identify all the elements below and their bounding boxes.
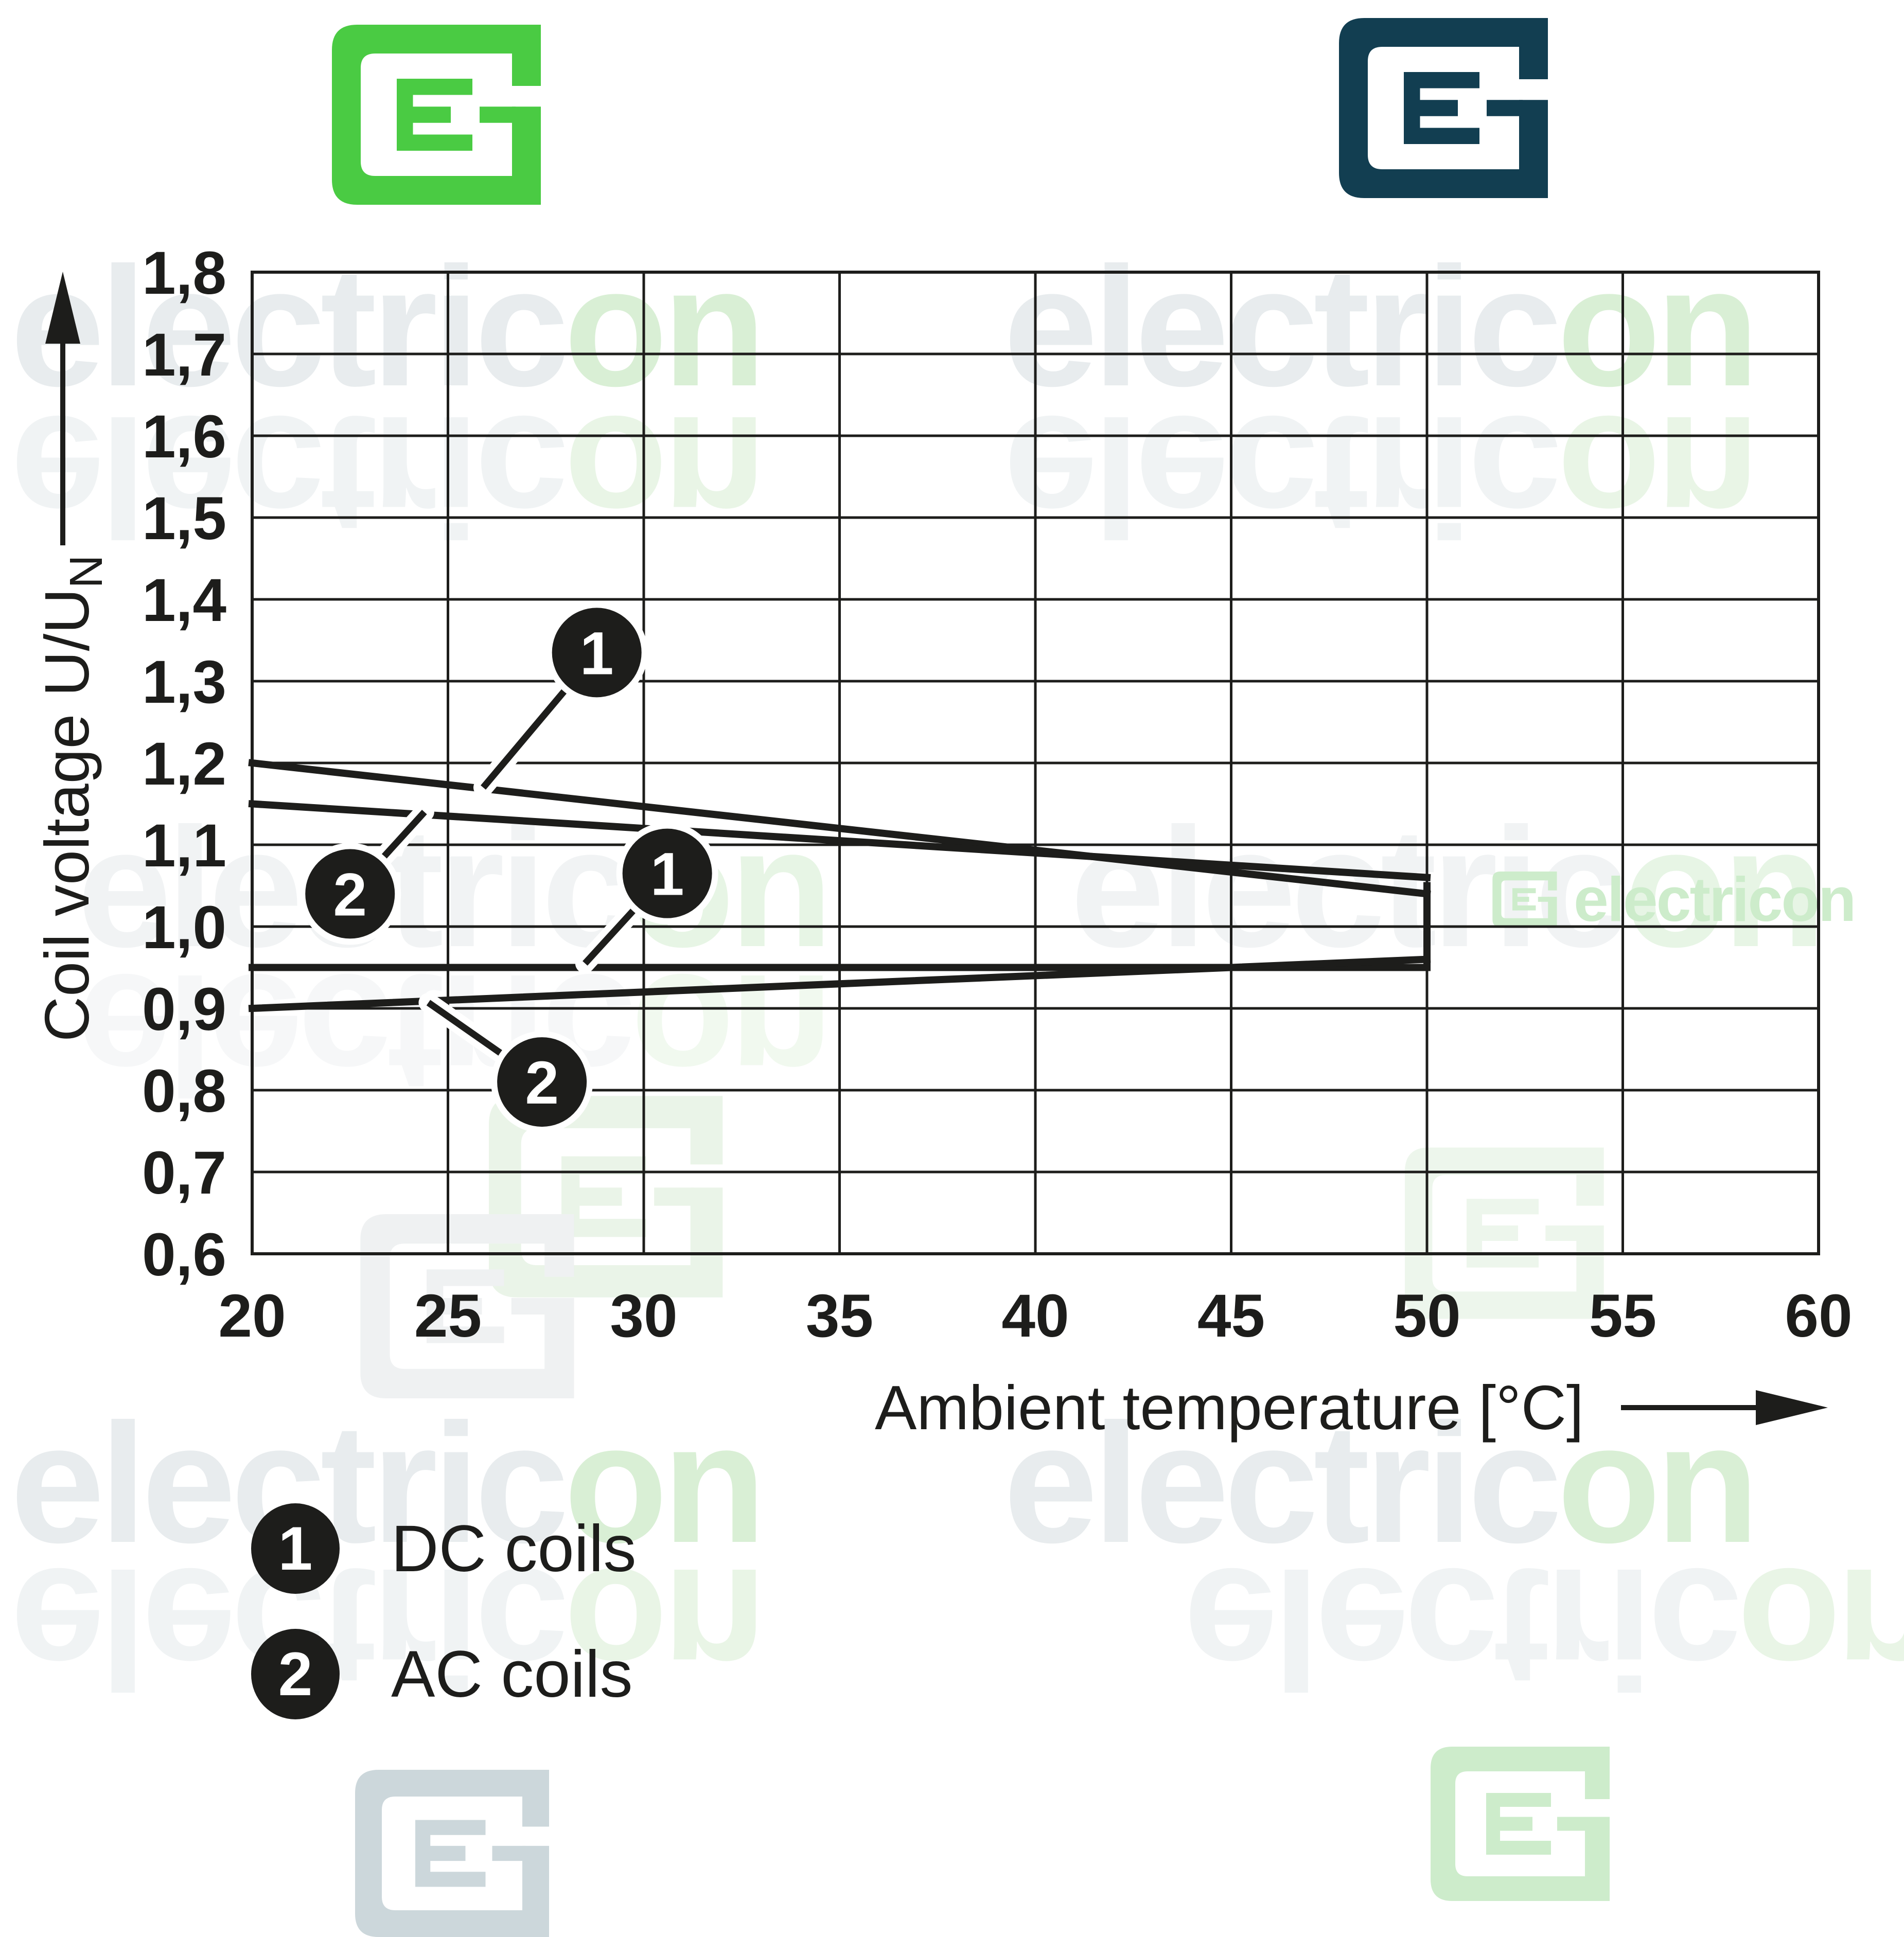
legend: 1 DC coils 2 AC coils [251, 1503, 637, 1719]
curve-ac-upper [248, 800, 1431, 882]
x-tick-label: 45 [1197, 1282, 1265, 1350]
x-tick-label: 40 [1001, 1282, 1069, 1350]
callout-curve-1: 1 [575, 822, 718, 973]
callout-bubble-number: 1 [650, 841, 684, 909]
y-tick-label: 1,4 [142, 566, 226, 634]
y-tick-label: 1,6 [142, 403, 226, 471]
legend-item-ac-coils: 2 AC coils [251, 1629, 637, 1719]
grid [251, 271, 1820, 1255]
y-tick-label: 1,1 [142, 812, 226, 880]
callout-curve-2: 2 [299, 802, 434, 945]
axis-tick-labels: 20 25 30 35 40 45 50 55 60 1,8 1,7 1,6 1,5 1,4 1,3 1,2 1… [142, 239, 1853, 1350]
legend-marker-1: 1 [251, 1503, 340, 1594]
watermark-text: electricon [10, 1388, 766, 1578]
y-tick-label: 1,3 [142, 648, 226, 716]
x-tick-label: 50 [1393, 1282, 1460, 1350]
y-tick-label: 0,9 [142, 975, 226, 1043]
curve-callouts: 1 2 1 2 [299, 601, 718, 1133]
y-tick-label: 1,8 [142, 239, 226, 307]
callout-bubble-number: 2 [333, 861, 367, 929]
callout-bubble [622, 828, 712, 918]
x-tick-label: 60 [1785, 1282, 1852, 1350]
legend-marker-2: 2 [251, 1629, 340, 1719]
watermark-text: electricon [1003, 1388, 1759, 1578]
curve-dc-upper [248, 759, 1431, 898]
callout-bubble [497, 1037, 587, 1127]
x-tick-label: 35 [806, 1282, 873, 1350]
y-axis: Coil voltage U/UN [32, 272, 112, 1042]
curve-ac-lower [248, 955, 1431, 1012]
y-tick-label: 1,5 [142, 485, 226, 553]
y-tick-label: 0,8 [142, 1057, 226, 1125]
y-tick-label: 1,2 [142, 730, 226, 798]
y-tick-label: 1,0 [142, 894, 226, 962]
y-tick-label: 0,7 [142, 1139, 226, 1207]
x-axis-arrow-head [1756, 1390, 1828, 1425]
x-tick-label: 30 [610, 1282, 677, 1350]
callout-curve-1: 1 [473, 601, 648, 797]
x-tick-label: 25 [414, 1282, 482, 1350]
x-axis: Ambient temperature [°C] [875, 1373, 1828, 1443]
callout-bubble [552, 608, 642, 698]
y-tick-label: 1,7 [142, 321, 226, 389]
x-tick-label: 55 [1589, 1282, 1656, 1350]
y-axis-arrow-head [45, 272, 80, 344]
x-tick-label: 20 [218, 1282, 286, 1350]
x-axis-title: Ambient temperature [°C] [875, 1373, 1584, 1443]
curves [248, 759, 1431, 1012]
y-tick-label: 0,6 [142, 1221, 226, 1289]
callout-curve-2: 2 [418, 992, 593, 1133]
watermark-text: electricon [1003, 232, 1759, 421]
callout-bubble [305, 849, 395, 939]
callout-bubble-number: 1 [580, 619, 614, 687]
legend-item-dc-coils: 1 DC coils [251, 1503, 637, 1594]
legend-label: DC coils [391, 1512, 637, 1586]
legend-label: AC coils [391, 1637, 633, 1711]
callout-bubble-number: 2 [525, 1049, 559, 1117]
watermark-text: electricon [10, 232, 766, 421]
y-axis-title: Coil voltage U/UN [32, 555, 112, 1042]
